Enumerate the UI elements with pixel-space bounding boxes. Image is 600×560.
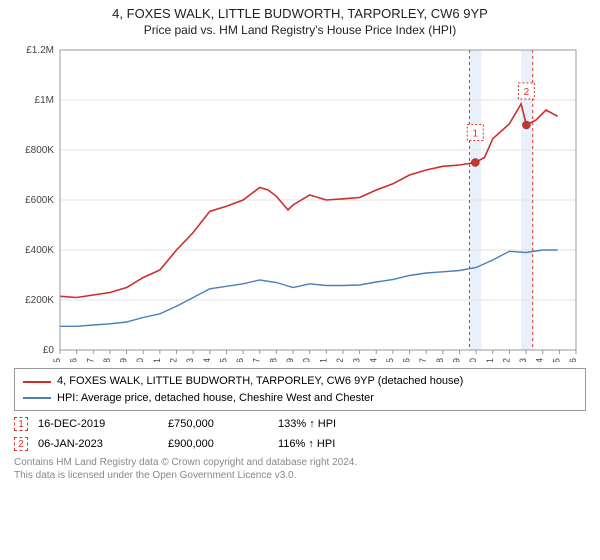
svg-text:£1.2M: £1.2M xyxy=(26,45,54,56)
svg-text:1: 1 xyxy=(473,129,479,140)
svg-text:2018: 2018 xyxy=(435,358,445,362)
svg-text:2019: 2019 xyxy=(451,358,461,362)
legend-swatch-property xyxy=(23,381,51,383)
svg-text:1997: 1997 xyxy=(85,358,95,362)
svg-text:2013: 2013 xyxy=(352,358,362,362)
events-table: 1 16-DEC-2019£750,000133% ↑ HPI 2 06-JAN-20… xyxy=(14,417,586,451)
svg-text:2023: 2023 xyxy=(518,358,528,362)
footer-line-1: Contains HM Land Registry data © Crown c… xyxy=(14,457,586,470)
svg-text:2006: 2006 xyxy=(235,358,245,362)
legend-swatch-hpi xyxy=(23,397,51,399)
svg-text:2010: 2010 xyxy=(302,358,312,362)
svg-text:1998: 1998 xyxy=(102,358,112,362)
svg-text:£1M: £1M xyxy=(35,95,54,106)
svg-text:2000: 2000 xyxy=(135,358,145,362)
svg-text:2024: 2024 xyxy=(535,358,545,362)
legend-label-hpi: HPI: Average price, detached house, Ches… xyxy=(57,390,374,407)
event-row: 1 16-DEC-2019£750,000133% ↑ HPI xyxy=(14,417,586,431)
event-ratio: 133% ↑ HPI xyxy=(278,418,398,430)
svg-text:£400K: £400K xyxy=(25,245,54,256)
event-marker-icon: 2 xyxy=(14,437,28,451)
svg-text:2008: 2008 xyxy=(268,358,278,362)
svg-text:1996: 1996 xyxy=(69,358,79,362)
svg-text:2011: 2011 xyxy=(318,358,328,362)
svg-text:2026: 2026 xyxy=(568,358,578,362)
svg-text:2016: 2016 xyxy=(402,358,412,362)
svg-text:2025: 2025 xyxy=(551,358,561,362)
svg-text:2012: 2012 xyxy=(335,358,345,362)
svg-text:2009: 2009 xyxy=(285,358,295,362)
price-chart: £0 £200K £400K £600K £800K £1M £1.2M 1995 1996 19… xyxy=(14,42,586,362)
chart-title: 4, FOXES WALK, LITTLE BUDWORTH, TARPORLE… xyxy=(0,6,600,23)
svg-text:£200K: £200K xyxy=(25,295,54,306)
chart-container: 4, FOXES WALK, LITTLE BUDWORTH, TARPORLE… xyxy=(0,0,600,560)
event-ratio: 116% ↑ HPI xyxy=(278,438,398,450)
event-marker-icon: 1 xyxy=(14,417,28,431)
svg-text:2020: 2020 xyxy=(468,358,478,362)
title-block: 4, FOXES WALK, LITTLE BUDWORTH, TARPORLE… xyxy=(0,0,600,38)
svg-text:1995: 1995 xyxy=(52,358,62,362)
svg-text:2015: 2015 xyxy=(385,358,395,362)
svg-text:2004: 2004 xyxy=(202,358,212,362)
event-price: £900,000 xyxy=(168,438,278,450)
legend-label-property: 4, FOXES WALK, LITTLE BUDWORTH, TARPORLE… xyxy=(57,373,463,390)
event-date: 06-JAN-2023 xyxy=(38,438,168,450)
svg-text:2: 2 xyxy=(524,87,530,98)
svg-text:2001: 2001 xyxy=(152,358,162,362)
svg-text:1999: 1999 xyxy=(119,358,129,362)
svg-text:2003: 2003 xyxy=(185,358,195,362)
svg-text:2007: 2007 xyxy=(252,358,262,362)
event-price: £750,000 xyxy=(168,418,278,430)
footer-attribution: Contains HM Land Registry data © Crown c… xyxy=(14,457,586,482)
svg-text:2022: 2022 xyxy=(501,358,511,362)
svg-text:2005: 2005 xyxy=(218,358,228,362)
footer-line-2: This data is licensed under the Open Gov… xyxy=(14,470,586,483)
legend: 4, FOXES WALK, LITTLE BUDWORTH, TARPORLE… xyxy=(14,368,586,411)
svg-text:2014: 2014 xyxy=(368,358,378,362)
svg-text:2017: 2017 xyxy=(418,358,428,362)
svg-text:£800K: £800K xyxy=(25,145,54,156)
svg-text:2002: 2002 xyxy=(169,358,179,362)
chart-subtitle: Price paid vs. HM Land Registry's House … xyxy=(0,23,600,39)
legend-row-property: 4, FOXES WALK, LITTLE BUDWORTH, TARPORLE… xyxy=(23,373,577,390)
svg-text:£0: £0 xyxy=(43,345,55,356)
svg-text:2021: 2021 xyxy=(485,358,495,362)
event-date: 16-DEC-2019 xyxy=(38,418,168,430)
legend-row-hpi: HPI: Average price, detached house, Ches… xyxy=(23,390,577,407)
event-row: 2 06-JAN-2023£900,000116% ↑ HPI xyxy=(14,437,586,451)
svg-text:£600K: £600K xyxy=(25,195,54,206)
